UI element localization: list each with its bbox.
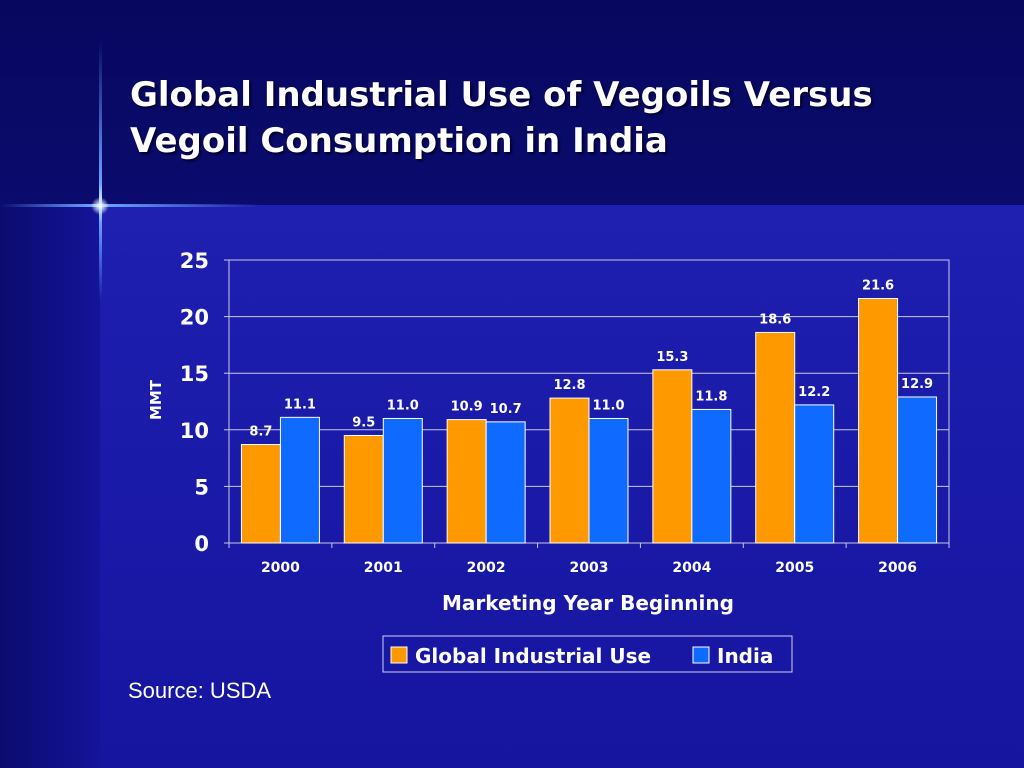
slide-title: Global Industrial Use of Vegoils Versus …	[130, 72, 990, 164]
y-tick-label: 15	[180, 362, 209, 386]
data-label: 21.6	[862, 278, 894, 293]
bar-india	[382, 417, 423, 544]
y-tick-label: 5	[194, 475, 209, 499]
x-tick-label: 2005	[775, 560, 814, 576]
data-label: 10.7	[490, 402, 522, 417]
x-tick-label: 2002	[467, 560, 506, 576]
x-axis-label: Marketing Year Beginning	[442, 591, 734, 615]
bar-global-industrial-use	[549, 397, 590, 544]
data-label: 11.0	[592, 398, 624, 413]
x-tick-label: 2004	[672, 560, 711, 576]
bar-india	[897, 396, 938, 544]
slide-title-line-2: Vegoil Consumption in India	[130, 121, 668, 161]
data-label: 18.6	[759, 312, 791, 327]
bar-india	[691, 408, 732, 544]
bar-india	[485, 421, 526, 544]
slide-title-line-1: Global Industrial Use of Vegoils Versus	[130, 75, 873, 115]
data-label: 12.2	[798, 385, 830, 400]
data-label: 11.0	[387, 398, 419, 413]
legend-label-india: India	[717, 644, 773, 668]
y-tick-label: 0	[194, 532, 209, 556]
left-band	[0, 205, 100, 768]
data-label: 11.8	[695, 389, 727, 404]
bar-global-industrial-use	[858, 297, 899, 544]
data-label: 15.3	[656, 350, 688, 365]
y-axis-label: MMT	[147, 379, 165, 420]
legend-swatch-india	[692, 646, 710, 664]
data-label: 9.5	[352, 415, 375, 430]
y-tick-label: 10	[180, 419, 209, 443]
bar-global-industrial-use	[446, 419, 487, 544]
header-band	[0, 0, 1024, 205]
x-tick-label: 2003	[570, 560, 609, 576]
bar-global-industrial-use	[343, 434, 384, 544]
data-label: 12.9	[901, 377, 933, 392]
y-tick-label: 25	[180, 249, 209, 273]
bar-india	[794, 404, 835, 544]
bar-global-industrial-use	[652, 369, 693, 544]
decorative-vertical-line	[99, 40, 102, 300]
bar-global-industrial-use	[240, 444, 281, 544]
source-note: Source: USDA	[128, 678, 272, 703]
data-label: 12.8	[553, 378, 585, 393]
bar-global-industrial-use	[755, 331, 796, 544]
x-tick-label: 2001	[364, 560, 403, 576]
legend-label-global-industrial-use: Global Industrial Use	[415, 644, 651, 668]
data-label: 11.1	[284, 397, 316, 412]
bar-india	[588, 417, 629, 544]
bar-india	[279, 416, 320, 544]
decorative-horizontal-line	[0, 204, 260, 207]
data-label: 8.7	[249, 425, 272, 440]
y-tick-label: 20	[180, 306, 209, 330]
legend-swatch-global-industrial-use	[390, 646, 408, 664]
x-tick-label: 2006	[878, 560, 917, 576]
legend-box	[382, 635, 793, 673]
sparkle-icon	[91, 197, 109, 215]
data-label: 10.9	[451, 400, 483, 415]
x-tick-label: 2000	[261, 560, 300, 576]
